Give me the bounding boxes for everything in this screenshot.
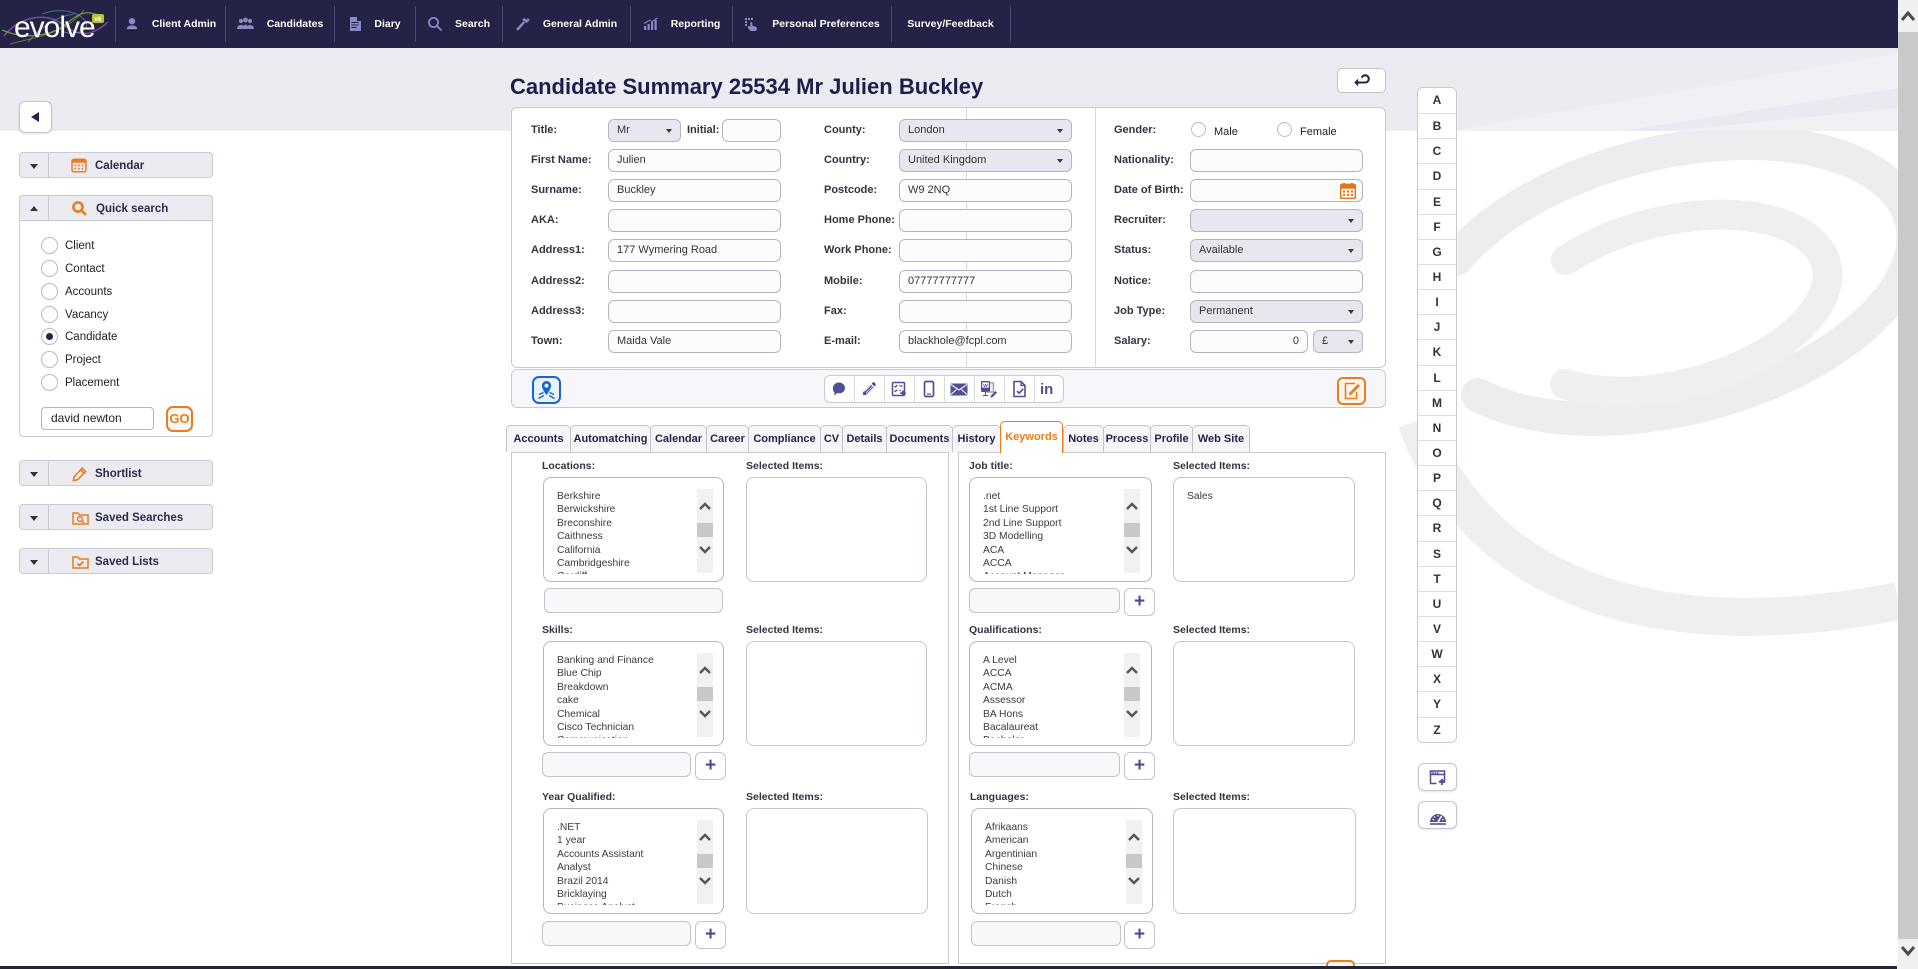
svg-text:v6: v6 [94,16,102,23]
svg-text:evolve: evolve [14,11,95,44]
svg-text:W: W [983,383,988,389]
